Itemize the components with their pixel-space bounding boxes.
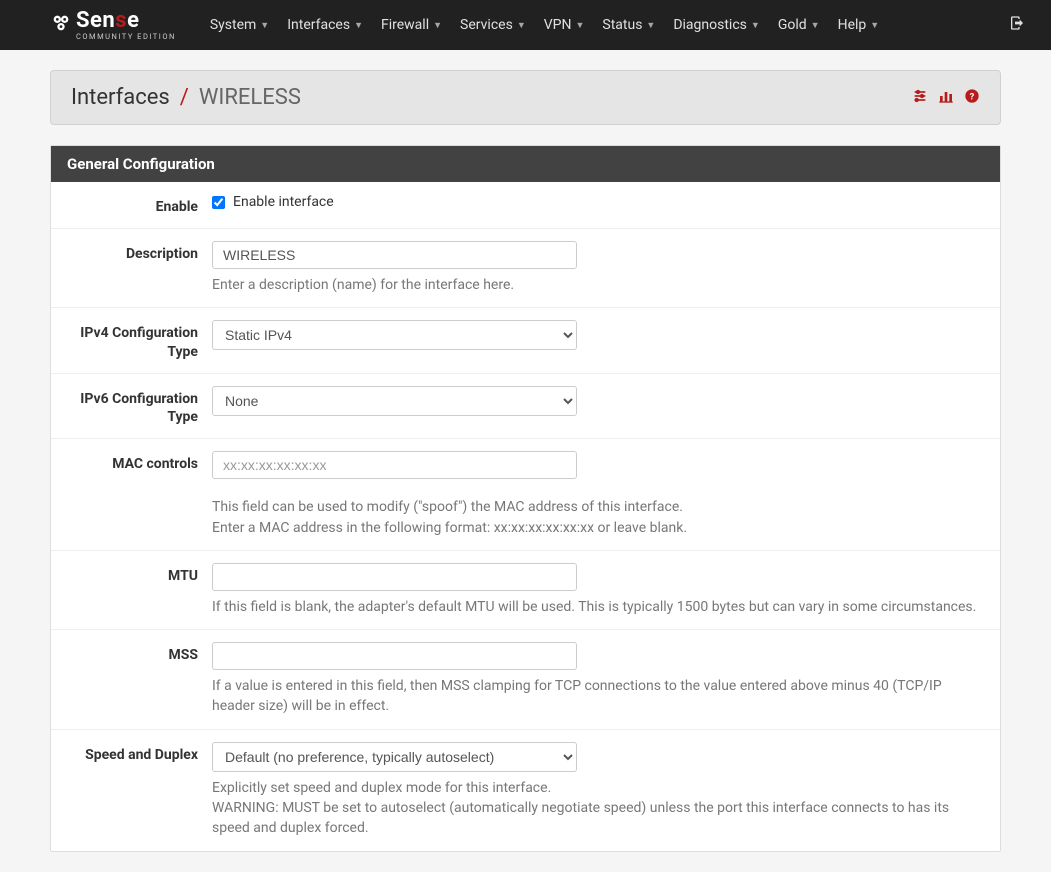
panel-heading: General Configuration <box>51 146 1000 182</box>
ipv4-select[interactable]: Static IPv4 <box>212 320 577 350</box>
breadcrumb-separator: / <box>180 85 189 110</box>
mss-label: MSS <box>67 642 212 717</box>
brand-logo[interactable]: Sense COMMUNITY EDITION <box>50 10 176 41</box>
caret-down-icon: ▼ <box>354 20 363 31</box>
bar-chart-icon[interactable] <box>938 88 954 108</box>
mtu-label: MTU <box>67 563 212 617</box>
nav-firewall[interactable]: Firewall▼ <box>372 17 451 33</box>
caret-down-icon: ▼ <box>646 20 655 31</box>
nav-system[interactable]: System▼ <box>201 17 278 33</box>
nav-interfaces[interactable]: Interfaces▼ <box>278 17 372 33</box>
nav-vpn[interactable]: VPN▼ <box>535 17 594 33</box>
speed-help-1: Explicitly set speed and duplex mode for… <box>212 778 984 798</box>
description-help: Enter a description (name) for the inter… <box>212 275 984 295</box>
mac-label: MAC controls <box>67 451 212 538</box>
caret-down-icon: ▼ <box>575 20 584 31</box>
breadcrumb: Interfaces / WIRELESS <box>71 85 301 110</box>
logo-icon <box>50 12 72 38</box>
caret-down-icon: ▼ <box>751 20 760 31</box>
help-icon[interactable]: ? <box>964 88 980 108</box>
mss-input[interactable] <box>212 642 577 670</box>
caret-down-icon: ▼ <box>433 20 442 31</box>
speed-select[interactable]: Default (no preference, typically autose… <box>212 742 577 772</box>
logo-text: Sense <box>76 10 176 32</box>
nav-help[interactable]: Help▼ <box>829 17 889 33</box>
sliders-icon[interactable] <box>912 88 928 108</box>
logout-icon <box>1009 15 1025 31</box>
description-label: Description <box>67 241 212 295</box>
ipv6-select[interactable]: None <box>212 386 577 416</box>
mtu-input[interactable] <box>212 563 577 591</box>
page-header: Interfaces / WIRELESS ? <box>50 70 1001 125</box>
ipv4-label: IPv4 Configuration Type <box>67 320 212 360</box>
enable-checkbox[interactable] <box>212 196 225 209</box>
mac-help-1: This field can be used to modify ("spoof… <box>212 497 984 517</box>
mss-help: If a value is entered in this field, the… <box>212 676 984 717</box>
nav-menu: System▼ Interfaces▼ Firewall▼ Services▼ … <box>201 17 1003 33</box>
caret-down-icon: ▼ <box>517 20 526 31</box>
logout-button[interactable] <box>1003 15 1031 35</box>
enable-checkbox-label[interactable]: Enable interface <box>233 194 334 210</box>
description-input[interactable] <box>212 241 577 269</box>
nav-gold[interactable]: Gold▼ <box>769 17 829 33</box>
nav-services[interactable]: Services▼ <box>451 17 535 33</box>
logo-subtitle: COMMUNITY EDITION <box>76 33 176 41</box>
breadcrumb-interfaces[interactable]: Interfaces <box>71 85 170 110</box>
mac-help-2: Enter a MAC address in the following for… <box>212 518 984 538</box>
caret-down-icon: ▼ <box>870 20 879 31</box>
svg-text:?: ? <box>970 91 975 102</box>
nav-diagnostics[interactable]: Diagnostics▼ <box>664 17 768 33</box>
caret-down-icon: ▼ <box>260 20 269 31</box>
mtu-help: If this field is blank, the adapter's de… <box>212 597 984 617</box>
breadcrumb-current: WIRELESS <box>199 85 301 110</box>
general-config-panel: General Configuration Enable Enable inte… <box>50 145 1001 852</box>
speed-help-2: WARNING: MUST be set to autoselect (auto… <box>212 798 984 839</box>
caret-down-icon: ▼ <box>811 20 820 31</box>
mac-input[interactable] <box>212 451 577 479</box>
ipv6-label: IPv6 Configuration Type <box>67 386 212 426</box>
enable-label: Enable <box>67 194 212 216</box>
nav-status[interactable]: Status▼ <box>593 17 664 33</box>
speed-label: Speed and Duplex <box>67 742 212 839</box>
